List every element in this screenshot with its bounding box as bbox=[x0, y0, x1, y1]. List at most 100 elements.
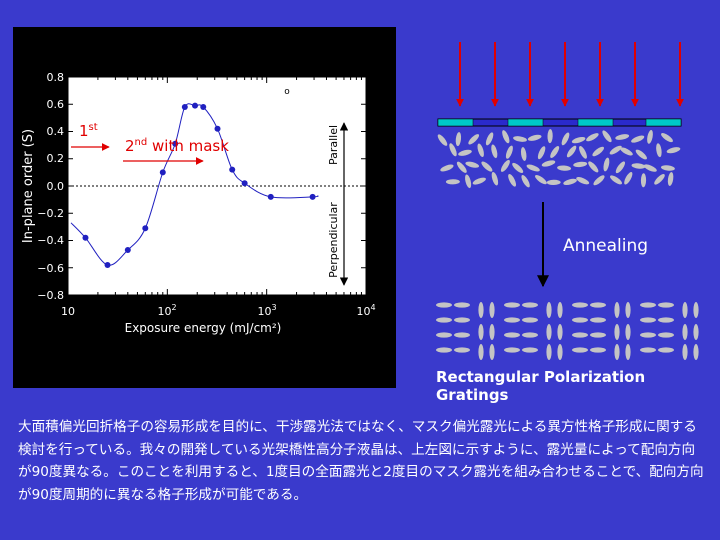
random-mesogen bbox=[643, 164, 657, 172]
random-mesogen bbox=[640, 173, 647, 188]
x-axis-label: Exposure energy (mJ/cm²) bbox=[125, 321, 282, 335]
data-point bbox=[124, 247, 131, 254]
random-mesogen bbox=[537, 146, 546, 160]
random-mesogen bbox=[505, 145, 513, 159]
vertical-mesogen bbox=[693, 302, 699, 318]
random-mesogen bbox=[660, 165, 675, 171]
random-mesogen bbox=[513, 136, 527, 142]
data-point bbox=[241, 180, 248, 187]
random-mesogen bbox=[546, 179, 561, 186]
horizontal-mesogen bbox=[504, 302, 520, 308]
y-tick-label: −0.6 bbox=[37, 262, 64, 275]
vertical-mesogen bbox=[693, 344, 699, 360]
random-mesogen bbox=[512, 162, 524, 173]
data-point bbox=[200, 103, 207, 110]
y-tick-label: 0.6 bbox=[47, 98, 65, 111]
random-mesogen bbox=[508, 173, 517, 187]
horizontal-mesogen bbox=[522, 332, 538, 338]
random-mesogen bbox=[654, 174, 665, 185]
random-mesogen bbox=[458, 149, 472, 156]
data-point bbox=[104, 262, 111, 269]
vertical-mesogen bbox=[625, 302, 631, 318]
random-mesogen bbox=[502, 130, 510, 144]
data-point bbox=[214, 125, 221, 132]
data-point bbox=[159, 169, 166, 176]
y-tick-label: 0.8 bbox=[47, 71, 65, 84]
random-mesogen bbox=[445, 179, 460, 185]
horizontal-mesogen bbox=[454, 317, 470, 323]
random-mesogen bbox=[541, 160, 556, 167]
horizontal-mesogen bbox=[522, 317, 538, 323]
mask-opening bbox=[577, 118, 614, 127]
vertical-mesogen bbox=[489, 324, 495, 340]
horizontal-mesogen bbox=[590, 302, 606, 308]
data-point bbox=[142, 225, 149, 232]
random-mesogen bbox=[437, 134, 448, 146]
grating-diagram bbox=[436, 42, 699, 360]
perpendicular-label: Perpendicular bbox=[327, 202, 340, 278]
random-mesogen bbox=[535, 174, 547, 185]
vertical-mesogen bbox=[625, 324, 631, 340]
random-mesogen bbox=[631, 163, 646, 169]
horizontal-mesogen bbox=[436, 302, 452, 308]
vertical-mesogen bbox=[546, 324, 552, 340]
gratings-label: Rectangular Polarization Gratings bbox=[436, 368, 646, 404]
random-mesogen bbox=[491, 171, 499, 186]
random-mesogen bbox=[485, 132, 494, 146]
random-mesogen bbox=[602, 130, 612, 143]
horizontal-mesogen bbox=[640, 347, 656, 353]
vertical-mesogen bbox=[478, 344, 484, 360]
random-mesogen bbox=[656, 143, 662, 158]
random-mesogen bbox=[526, 164, 540, 172]
data-point bbox=[82, 234, 89, 241]
random-mesogen bbox=[456, 161, 467, 173]
random-mesogen bbox=[520, 147, 527, 161]
horizontal-mesogen bbox=[572, 317, 588, 323]
random-mesogen bbox=[571, 136, 586, 144]
mask-opening bbox=[507, 118, 544, 127]
horizontal-mesogen bbox=[590, 332, 606, 338]
y-tick-label: 0.4 bbox=[47, 125, 65, 138]
data-point bbox=[229, 166, 236, 173]
first-exposure-label: 1st bbox=[79, 122, 98, 140]
vertical-mesogen bbox=[625, 344, 631, 360]
fit-curve bbox=[70, 103, 319, 266]
random-mesogen bbox=[576, 176, 590, 185]
horizontal-mesogen bbox=[504, 332, 520, 338]
random-mesogen bbox=[465, 161, 480, 168]
random-mesogen bbox=[609, 145, 622, 155]
y-tick-label: 0.0 bbox=[47, 180, 65, 193]
plot-panel: 10 102 103 104 0.8 0.6 0.4 0.2 0.0 −0.2 … bbox=[13, 27, 396, 388]
random-mesogen bbox=[615, 134, 630, 140]
vertical-mesogen bbox=[557, 344, 563, 360]
vertical-mesogen bbox=[546, 302, 552, 318]
vertical-mesogen bbox=[682, 302, 688, 318]
horizontal-mesogen bbox=[658, 317, 674, 323]
random-mesogen bbox=[440, 164, 454, 172]
second-exposure-label: 2nd with mask bbox=[125, 137, 229, 155]
random-mesogen bbox=[455, 132, 462, 147]
vertical-mesogen bbox=[478, 302, 484, 318]
horizontal-mesogen bbox=[504, 317, 520, 323]
horizontal-mesogen bbox=[640, 317, 656, 323]
x-tick-label: 103 bbox=[257, 303, 276, 318]
random-mesogen bbox=[468, 134, 480, 145]
random-mesogen bbox=[579, 146, 587, 159]
random-mesogen bbox=[615, 161, 626, 174]
vertical-mesogen bbox=[478, 324, 484, 340]
data-point bbox=[192, 102, 199, 109]
random-mesogen bbox=[610, 175, 622, 185]
horizontal-mesogen bbox=[658, 332, 674, 338]
vertical-mesogen bbox=[557, 324, 563, 340]
data-point bbox=[309, 193, 316, 200]
parallel-label: Parallel bbox=[327, 125, 340, 165]
random-mesogen bbox=[661, 133, 673, 143]
random-mesogen bbox=[603, 157, 610, 172]
horizontal-mesogen bbox=[658, 347, 674, 353]
random-mesogen bbox=[593, 175, 605, 186]
random-mesogen bbox=[588, 161, 599, 173]
vertical-mesogen bbox=[557, 302, 563, 318]
vertical-mesogen bbox=[693, 324, 699, 340]
random-mesogen bbox=[647, 130, 653, 144]
caption-text: 大面積偏光回折格子の容易形成を目的に、干渉露光法ではなく、マスク偏光露光による異… bbox=[18, 419, 704, 503]
